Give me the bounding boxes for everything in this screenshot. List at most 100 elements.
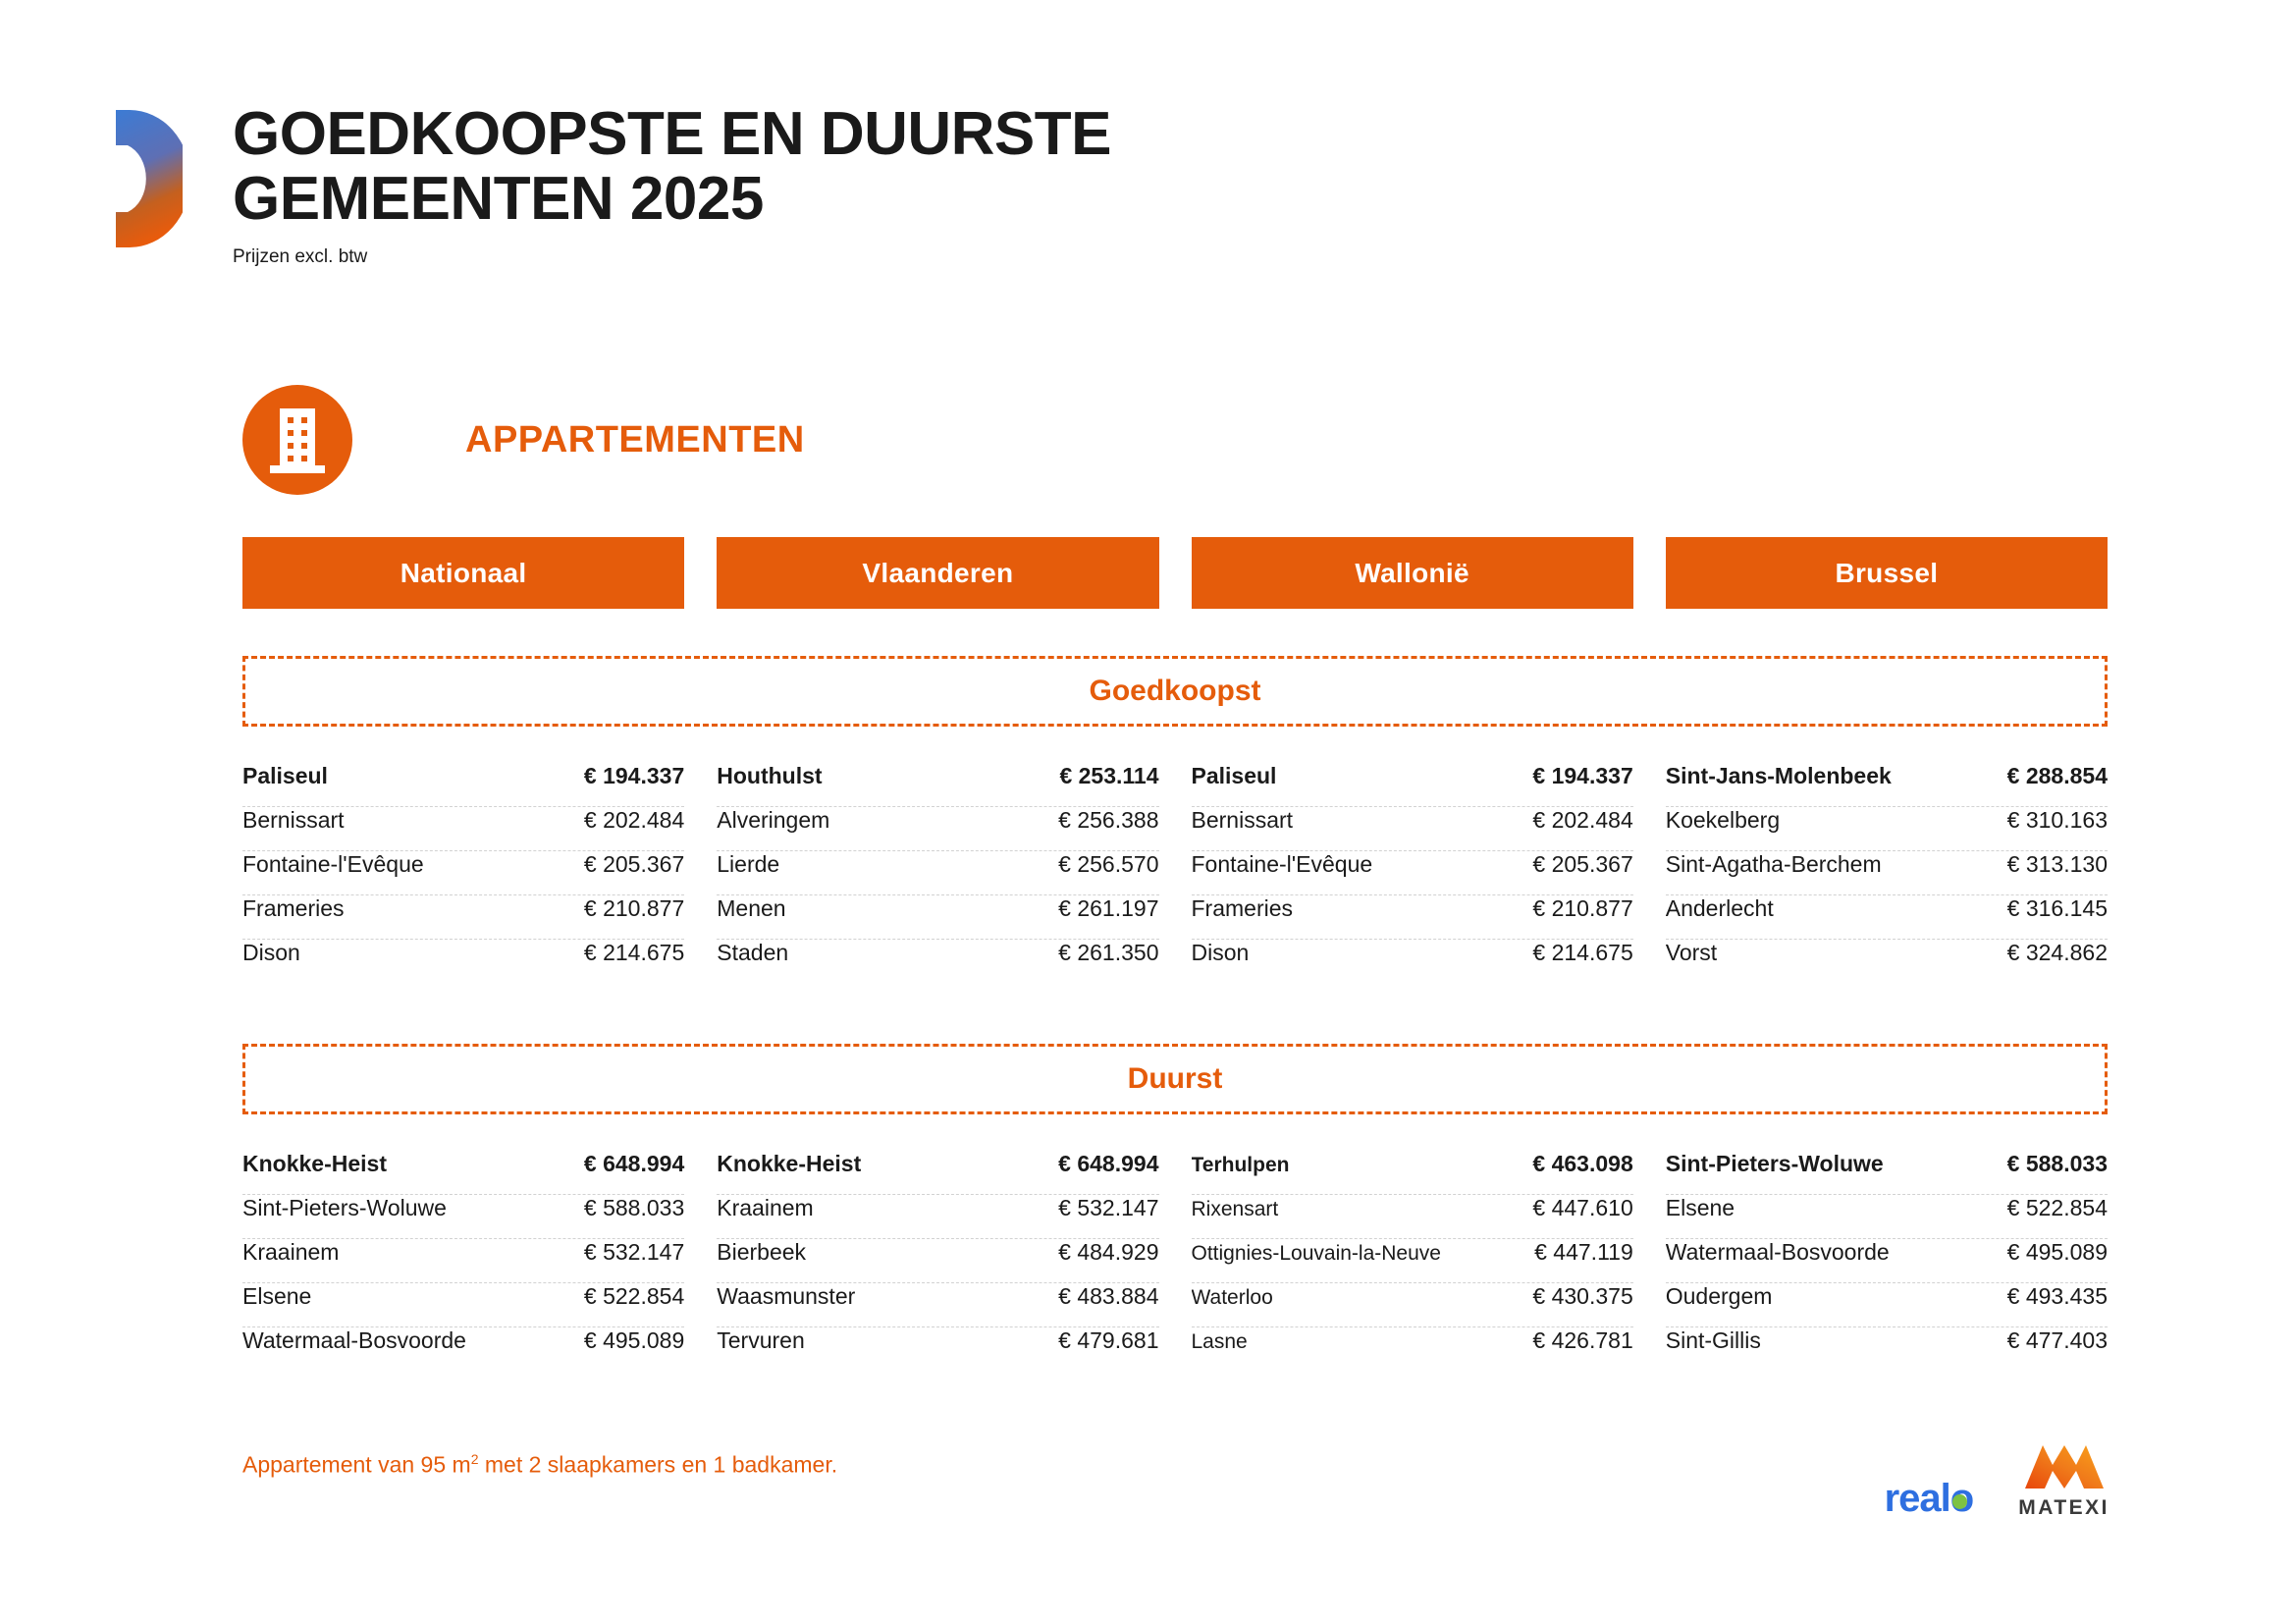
category-label: APPARTEMENTEN	[465, 418, 805, 460]
footnote: Appartement van 95 m2 met 2 slaapkamers …	[242, 1451, 837, 1479]
municipality-name: Watermaal-Bosvoorde	[242, 1327, 466, 1353]
table-row: Koekelberg € 310.163	[1665, 807, 2108, 851]
section-banner-cheapest: Goedkoopst	[242, 656, 2108, 727]
table-row: Waterloo € 430.375	[1191, 1283, 1633, 1327]
municipality-price: € 256.570	[1058, 851, 1159, 877]
municipality-price: € 588.033	[583, 1195, 685, 1220]
page-title-line2: GEMEENTEN 2025	[233, 164, 764, 233]
municipality-name: Waterloo	[1191, 1286, 1273, 1309]
table-column-brussel: Sint-Pieters-Woluwe € 588.033 Elsene € 522.…	[1665, 1151, 2108, 1372]
municipality-price: € 205.367	[583, 851, 685, 877]
municipality-name: Bierbeek	[717, 1239, 807, 1265]
table-row: Fontaine-l'Evêque € 205.367	[1191, 851, 1633, 895]
section-banner-expensive: Duurst	[242, 1044, 2108, 1114]
municipality-name: Lasne	[1191, 1330, 1248, 1353]
municipality-name: Sint-Agatha-Berchem	[1665, 851, 1882, 877]
realo-logo: realo	[1885, 1479, 1975, 1518]
table-row: Kraainem € 532.147	[242, 1239, 685, 1283]
table-row: Bernissart € 202.484	[1191, 807, 1633, 851]
realo-arc-logo-icon	[116, 106, 190, 251]
municipality-price: € 205.367	[1532, 851, 1633, 877]
municipality-name: Elsene	[1665, 1195, 1735, 1220]
municipality-name: Dison	[242, 940, 300, 965]
table-row: Bernissart € 202.484	[242, 807, 685, 851]
municipality-name: Rixensart	[1191, 1198, 1279, 1220]
municipality-name: Kraainem	[242, 1239, 340, 1265]
table-row: Paliseul € 194.337	[1191, 763, 1633, 807]
municipality-name: Staden	[717, 940, 789, 965]
table-row: Lierde € 256.570	[717, 851, 1159, 895]
table-row: Waasmunster € 483.884	[717, 1283, 1159, 1327]
municipality-price: € 261.350	[1058, 940, 1159, 965]
municipality-price: € 210.877	[583, 895, 685, 921]
municipality-price: € 648.994	[1058, 1151, 1159, 1176]
municipality-price: € 522.854	[583, 1283, 685, 1309]
municipality-name: Vorst	[1665, 940, 1718, 965]
municipality-name: Anderlecht	[1665, 895, 1774, 921]
apartment-building-icon	[242, 385, 352, 495]
table-row: Sint-Agatha-Berchem € 313.130	[1665, 851, 2108, 895]
table-row: Frameries € 210.877	[242, 895, 685, 940]
municipality-price: € 210.877	[1532, 895, 1633, 921]
table-expensive: Knokke-Heist € 648.994 Sint-Pieters-Woluwe…	[242, 1151, 2108, 1372]
table-row: Sint-Pieters-Woluwe € 588.033	[1665, 1151, 2108, 1195]
municipality-name: Fontaine-l'Evêque	[1191, 851, 1373, 877]
municipality-price: € 430.375	[1532, 1283, 1633, 1309]
footnote-suffix: met 2 slaapkamers en 1 badkamer.	[478, 1451, 838, 1478]
table-row: Frameries € 210.877	[1191, 895, 1633, 940]
municipality-price: € 463.098	[1532, 1151, 1633, 1176]
municipality-name: Knokke-Heist	[242, 1151, 387, 1176]
table-column-brussel: Sint-Jans-Molenbeek € 288.854 Koekelberg € …	[1665, 763, 2108, 984]
table-column-nationaal: Knokke-Heist € 648.994 Sint-Pieters-Woluwe…	[242, 1151, 685, 1372]
municipality-name: Ottignies-Louvain-la-Neuve	[1191, 1242, 1441, 1265]
table-row: Elsene € 522.854	[242, 1283, 685, 1327]
municipality-name: Terhulpen	[1191, 1154, 1290, 1176]
municipality-name: Oudergem	[1665, 1283, 1773, 1309]
table-row: Ottignies-Louvain-la-Neuve € 447.119	[1191, 1239, 1633, 1283]
municipality-price: € 532.147	[583, 1239, 685, 1265]
municipality-price: € 256.388	[1058, 807, 1159, 833]
table-row: Sint-Jans-Molenbeek € 288.854	[1665, 763, 2108, 807]
region-tabs: Nationaal Vlaanderen Wallonië Brussel	[242, 537, 2108, 609]
title-block: GOEDKOOPSTE EN DUURSTE GEMEENTEN 2025 Pr…	[233, 100, 1112, 268]
page-title-line1: GOEDKOOPSTE EN DUURSTE	[233, 100, 1112, 168]
table-cheapest: Paliseul € 194.337 Bernissart € 202.484 Font…	[242, 763, 2108, 984]
municipality-price: € 202.484	[583, 807, 685, 833]
municipality-name: Waasmunster	[717, 1283, 856, 1309]
municipality-price: € 447.610	[1532, 1195, 1633, 1220]
municipality-price: € 588.033	[2006, 1151, 2108, 1176]
table-column-vlaanderen: Houthulst € 253.114 Alveringem € 256.388 Lie…	[717, 763, 1159, 984]
municipality-price: € 522.854	[2006, 1195, 2108, 1220]
table-row: Watermaal-Bosvoorde € 495.089	[1665, 1239, 2108, 1283]
municipality-name: Elsene	[242, 1283, 312, 1309]
municipality-price: € 261.197	[1058, 895, 1159, 921]
municipality-price: € 532.147	[1058, 1195, 1159, 1220]
table-row: Watermaal-Bosvoorde € 495.089	[242, 1327, 684, 1372]
municipality-price: € 484.929	[1058, 1239, 1159, 1265]
table-row: Knokke-Heist € 648.994	[242, 1151, 685, 1195]
municipality-price: € 447.119	[1534, 1239, 1633, 1265]
matexi-logo: MATEXI	[2018, 1443, 2109, 1518]
table-row: Fontaine-l'Evêque € 205.367	[242, 851, 685, 895]
tab-wallonie[interactable]: Wallonië	[1191, 537, 1633, 609]
municipality-name: Dison	[1191, 940, 1250, 965]
municipality-price: € 202.484	[1532, 807, 1633, 833]
footnote-prefix: Appartement van 95 m	[242, 1451, 471, 1478]
municipality-price: € 495.089	[2006, 1239, 2108, 1265]
table-column-nationaal: Paliseul € 194.337 Bernissart € 202.484 Font…	[242, 763, 685, 984]
section-banner-expensive-label: Duurst	[1127, 1062, 1223, 1095]
municipality-name: Alveringem	[717, 807, 830, 833]
table-row: Knokke-Heist € 648.994	[717, 1151, 1159, 1195]
table-row: Menen € 261.197	[717, 895, 1159, 940]
tab-vlaanderen[interactable]: Vlaanderen	[717, 537, 1159, 609]
table-column-walloni: Paliseul € 194.337 Bernissart € 202.484 Font…	[1191, 763, 1633, 984]
table-row: Rixensart € 447.610	[1191, 1195, 1633, 1239]
municipality-name: Fontaine-l'Evêque	[242, 851, 424, 877]
tab-brussel[interactable]: Brussel	[1665, 537, 2108, 609]
tab-nationaal[interactable]: Nationaal	[242, 537, 685, 609]
municipality-price: € 194.337	[583, 763, 685, 788]
category-header: APPARTEMENTEN	[242, 385, 805, 495]
municipality-price: € 477.403	[2006, 1327, 2108, 1353]
table-row: Sint-Gillis € 477.403	[1666, 1327, 2108, 1372]
